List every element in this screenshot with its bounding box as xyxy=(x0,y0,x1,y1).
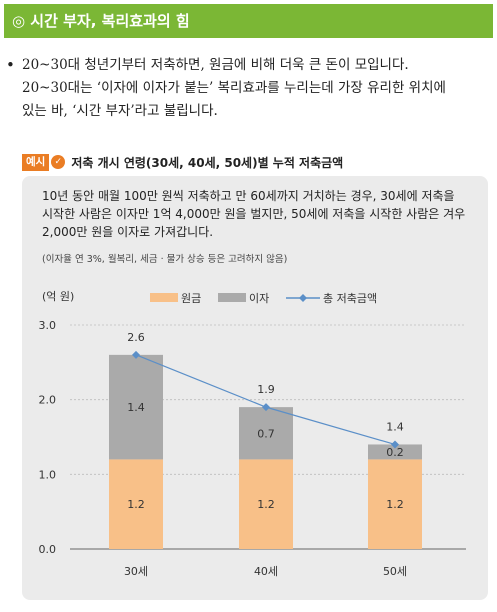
section-header: ◎ 시간 부자, 복리효과의 힘 xyxy=(4,4,493,38)
intro-line: 20~30대는 ‘이자에 이자가 붙는’ 복리효과를 누리는데 가장 유리한 위… xyxy=(22,80,446,96)
x-tick-label: 30세 xyxy=(124,565,148,578)
intro-line: 있는 바, ‘시간 부자’라고 불립니다. xyxy=(22,103,218,119)
bar-value-label: 1.2 xyxy=(386,498,404,511)
bar-interest xyxy=(109,354,163,460)
x-tick-label: 50세 xyxy=(383,565,407,578)
y-tick-label: 3.0 xyxy=(39,319,57,332)
y-tick-label: 0.0 xyxy=(39,543,57,556)
bar-interest xyxy=(239,407,293,460)
legend-label: 이자 xyxy=(249,292,269,305)
section-title: ◎ 시간 부자, 복리효과의 힘 xyxy=(12,12,190,30)
check-circle-icon: ✓ xyxy=(51,155,66,169)
total-point xyxy=(262,403,270,412)
bar-value-label: 1.4 xyxy=(127,401,145,414)
total-point xyxy=(132,350,140,359)
bar-value-label: 0.7 xyxy=(257,427,275,440)
legend-label: 총 저축금액 xyxy=(323,292,377,305)
description-line: 2,000만 원을 이자로 가져갑니다. xyxy=(42,225,214,239)
legend-marker xyxy=(299,294,307,302)
bar-value-label: 1.2 xyxy=(127,498,145,511)
intro-line: 20~30대 청년기부터 저축하면, 원금에 비해 더욱 큰 돈이 모입니다. xyxy=(22,57,409,73)
bullet-marker: • xyxy=(6,56,15,74)
example-label: 예시 ✓ 저축 개시 연령(30세, 40세, 50세)별 누적 저축금액 xyxy=(22,153,343,171)
total-value-label: 1.9 xyxy=(257,383,275,396)
total-value-label: 2.6 xyxy=(127,331,145,344)
bar-value-label: 1.2 xyxy=(257,498,275,511)
description-line: 시작한 사람은 이자만 1억 4,000만 원을 벌지만, 50세에 저축을 시… xyxy=(42,207,466,221)
assumption-note: (이자율 연 3%, 월복리, 세금 · 물가 상승 등은 고려하지 않음) xyxy=(42,254,288,265)
example-description: 10년 동안 매월 100만 원씩 저축하고 만 60세까지 거치하는 경우, … xyxy=(42,187,472,241)
bar-principal xyxy=(239,459,293,549)
bar-value-label: 0.2 xyxy=(386,446,404,459)
legend-swatch xyxy=(218,293,246,302)
total-value-label: 1.4 xyxy=(386,420,404,433)
x-tick-label: 40세 xyxy=(254,565,278,578)
legend-swatch xyxy=(150,293,178,302)
y-tick-label: 2.0 xyxy=(39,394,57,407)
y-axis-unit: (억 원) xyxy=(42,290,74,303)
example-tag: 예시 xyxy=(22,153,50,171)
total-point xyxy=(391,440,399,449)
bar-principal xyxy=(368,459,422,549)
description-line: 10년 동안 매월 100만 원씩 저축하고 만 60세까지 거치하는 경우, … xyxy=(42,189,455,203)
y-tick-label: 1.0 xyxy=(39,468,57,481)
example-title: 저축 개시 연령(30세, 40세, 50세)별 누적 저축금액 xyxy=(71,155,344,170)
legend-label: 원금 xyxy=(181,292,201,305)
bar-principal xyxy=(109,459,163,549)
intro-paragraph: 20~30대 청년기부터 저축하면, 원금에 비해 더욱 큰 돈이 모입니다. … xyxy=(22,54,482,123)
bar-interest xyxy=(368,444,422,460)
